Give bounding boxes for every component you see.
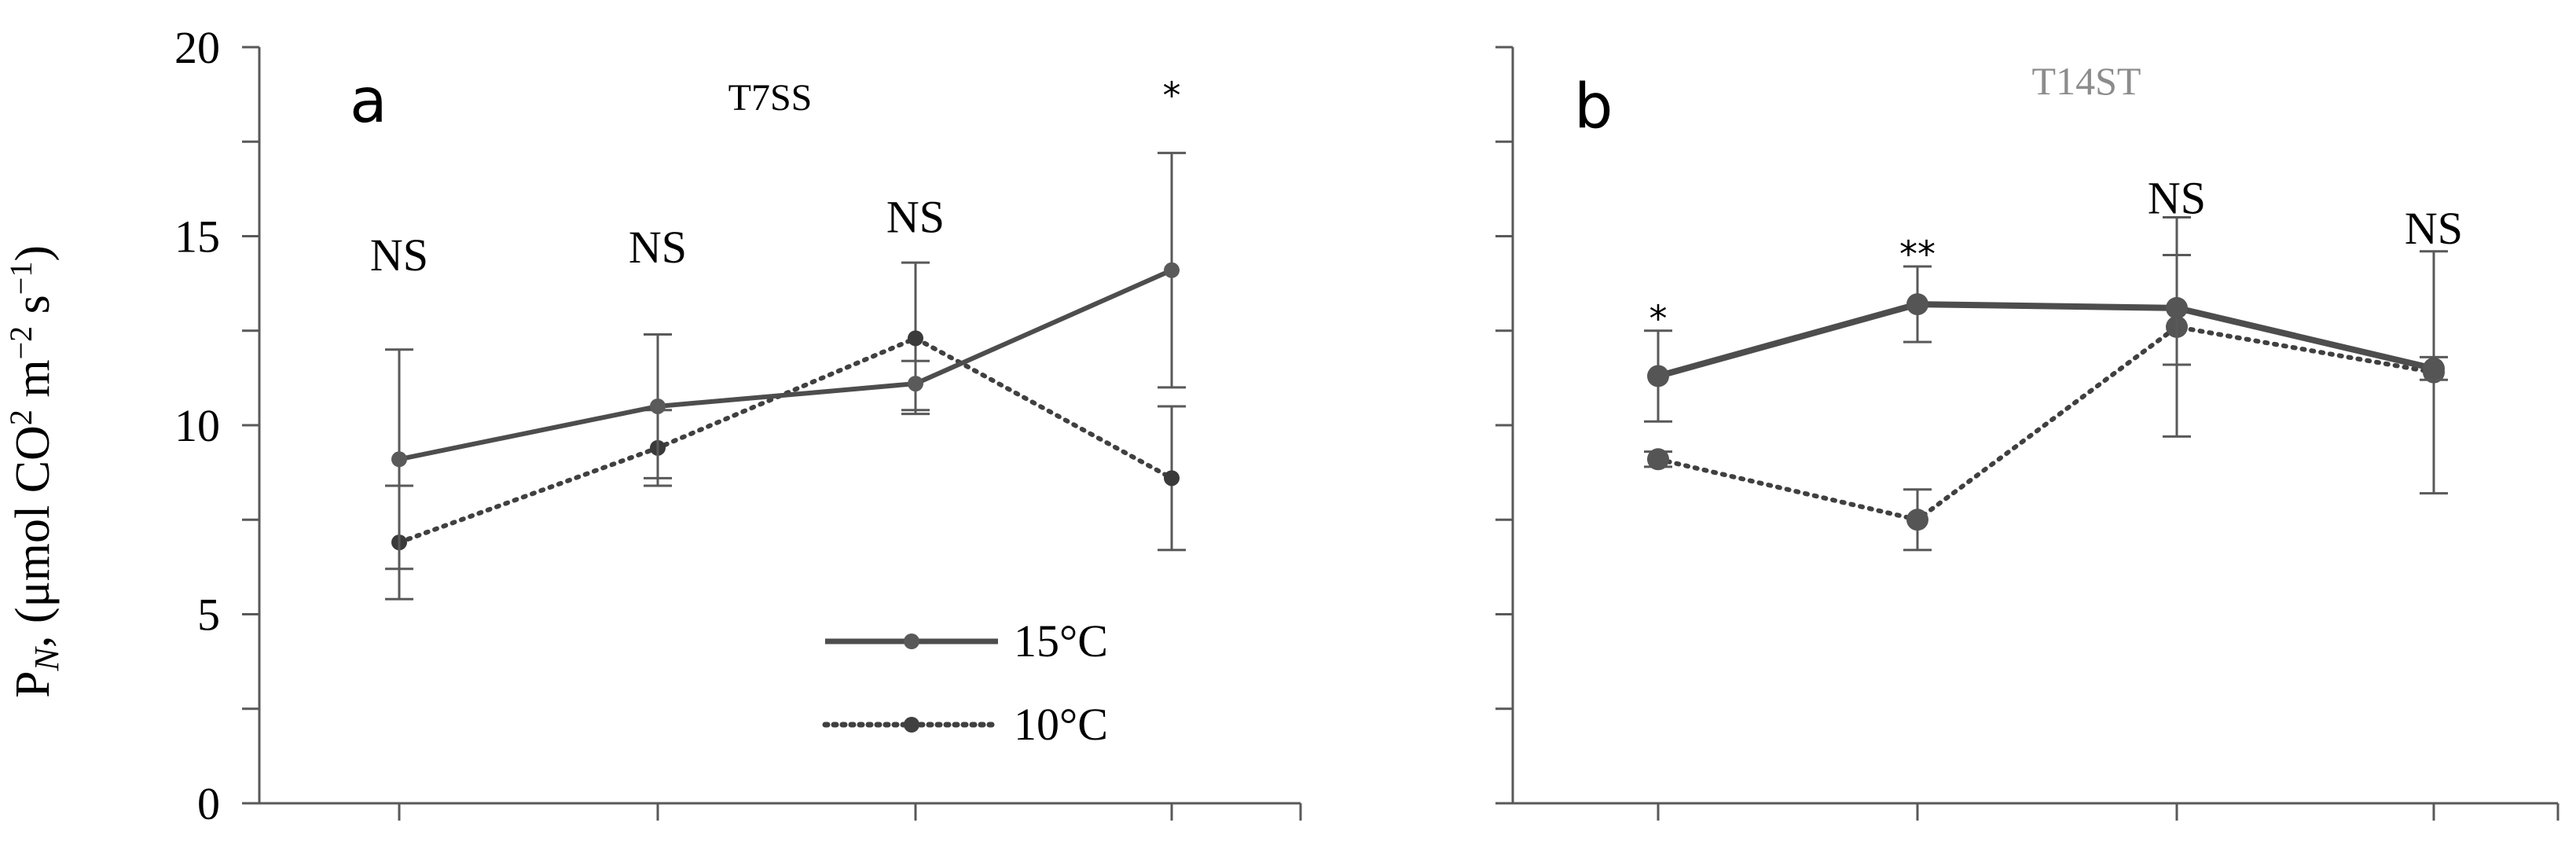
panel-title: T7SS <box>728 77 813 119</box>
data-point-15 <box>1164 262 1180 278</box>
legend-label-10: 10°C <box>1014 699 1108 750</box>
significance-annotation: * <box>1649 298 1668 340</box>
data-point-15 <box>391 451 407 468</box>
legend-item-10: 10°C <box>822 699 1108 750</box>
legend: 15°C 10°C <box>822 615 1108 750</box>
series-line-15 <box>398 268 1173 462</box>
significance-annotation: NS <box>629 222 687 273</box>
data-point-10 <box>1647 448 1669 471</box>
series-line-15 <box>1657 301 2435 380</box>
data-point-10 <box>1164 470 1180 487</box>
data-point-10 <box>1906 509 1928 531</box>
panel-label: a <box>350 66 387 137</box>
legend-item-15: 15°C <box>825 615 1108 667</box>
panel-a: 0 5 10 15 20 a T7SS NS NS NS * <box>174 22 1302 829</box>
data-point-15 <box>650 398 666 414</box>
legend-marker-10 <box>904 717 919 733</box>
data-point-15 <box>1647 365 1669 387</box>
data-point-15 <box>1906 293 1928 316</box>
significance-annotation: NS <box>370 230 428 281</box>
y-tick-label: 15 <box>174 211 220 263</box>
significance-annotation: ** <box>1899 233 1936 276</box>
significance-annotation: NS <box>2405 203 2463 254</box>
y-axis-label: PN, (μmol CO2 m−2 s−1) <box>3 245 66 698</box>
legend-marker-15 <box>904 634 919 649</box>
y-tick-label: 20 <box>174 22 220 73</box>
panel-title: T14ST <box>2032 59 2141 103</box>
y-tick-label: 0 <box>197 778 220 829</box>
series-line-10 <box>397 336 1174 545</box>
significance-annotation: * <box>1163 75 1181 117</box>
data-point-15 <box>2166 296 2188 319</box>
significance-annotation: NS <box>886 192 945 243</box>
data-point-15 <box>2423 357 2445 380</box>
data-point-15 <box>908 376 923 392</box>
y-tick-label: 5 <box>197 589 220 641</box>
y-tick-label: 10 <box>174 400 220 451</box>
data-point-10 <box>908 330 923 347</box>
series-line-10 <box>1656 324 2436 523</box>
significance-annotation: NS <box>2148 173 2206 224</box>
legend-label-15: 15°C <box>1014 615 1108 667</box>
panel-label: b <box>1574 72 1613 142</box>
